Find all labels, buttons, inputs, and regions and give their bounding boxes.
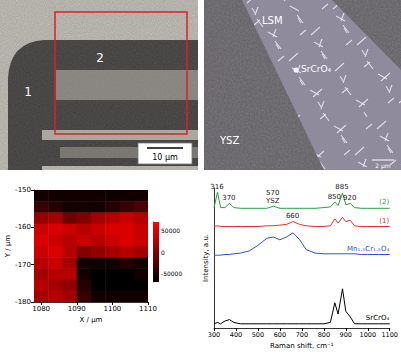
- svg-text:885: 885: [335, 183, 348, 191]
- svg-text:YSZ: YSZ: [219, 135, 239, 146]
- svg-text:1090: 1090: [68, 305, 86, 313]
- svg-text:300: 300: [208, 331, 220, 339]
- svg-text:2 µm: 2 µm: [375, 162, 391, 170]
- svg-text:1100: 1100: [103, 305, 121, 313]
- svg-text:316: 316: [210, 183, 224, 191]
- svg-text:-160: -160: [15, 223, 31, 231]
- svg-text:Raman shift, cm⁻¹: Raman shift, cm⁻¹: [270, 342, 334, 350]
- svg-text:SrCrO₄: SrCrO₄: [301, 64, 331, 74]
- svg-text:920: 920: [343, 194, 356, 202]
- svg-text:YSZ: YSZ: [265, 197, 280, 205]
- svg-text:50000: 50000: [161, 227, 180, 234]
- svg-text:-180: -180: [15, 298, 31, 306]
- svg-text:SrCrO₄: SrCrO₄: [366, 314, 390, 322]
- svg-text:500: 500: [252, 331, 264, 339]
- svg-text:1: 1: [24, 85, 32, 99]
- svg-text:700: 700: [296, 331, 308, 339]
- svg-text:900: 900: [340, 331, 352, 339]
- svg-text:370: 370: [222, 194, 235, 202]
- svg-text:1110: 1110: [139, 305, 157, 313]
- svg-text:Intensity, a.u.: Intensity, a.u.: [202, 234, 210, 282]
- svg-text:570: 570: [266, 189, 279, 197]
- svg-text:600: 600: [274, 331, 286, 339]
- svg-text:(1): (1): [379, 217, 389, 225]
- svg-text:400: 400: [230, 331, 242, 339]
- svg-text:1080: 1080: [32, 305, 50, 313]
- svg-text:10 µm: 10 µm: [152, 153, 178, 162]
- svg-text:Mn₁.₅Cr₁.₅O₄: Mn₁.₅Cr₁.₅O₄: [347, 245, 389, 253]
- svg-text:1000: 1000: [359, 331, 376, 339]
- svg-text:660: 660: [286, 212, 299, 220]
- svg-text:800: 800: [318, 331, 330, 339]
- svg-text:850: 850: [328, 193, 341, 201]
- svg-text:Y / µm: Y / µm: [4, 235, 12, 259]
- svg-text:2: 2: [96, 51, 104, 65]
- svg-text:1100: 1100: [381, 331, 398, 339]
- svg-text:LSM: LSM: [262, 15, 283, 26]
- svg-text:-150: -150: [15, 186, 31, 194]
- svg-text:0: 0: [161, 249, 165, 256]
- svg-text:-170: -170: [15, 261, 31, 269]
- svg-text:X / µm: X / µm: [80, 316, 103, 324]
- svg-text:-50000: -50000: [161, 270, 182, 277]
- svg-text:(2): (2): [379, 198, 389, 206]
